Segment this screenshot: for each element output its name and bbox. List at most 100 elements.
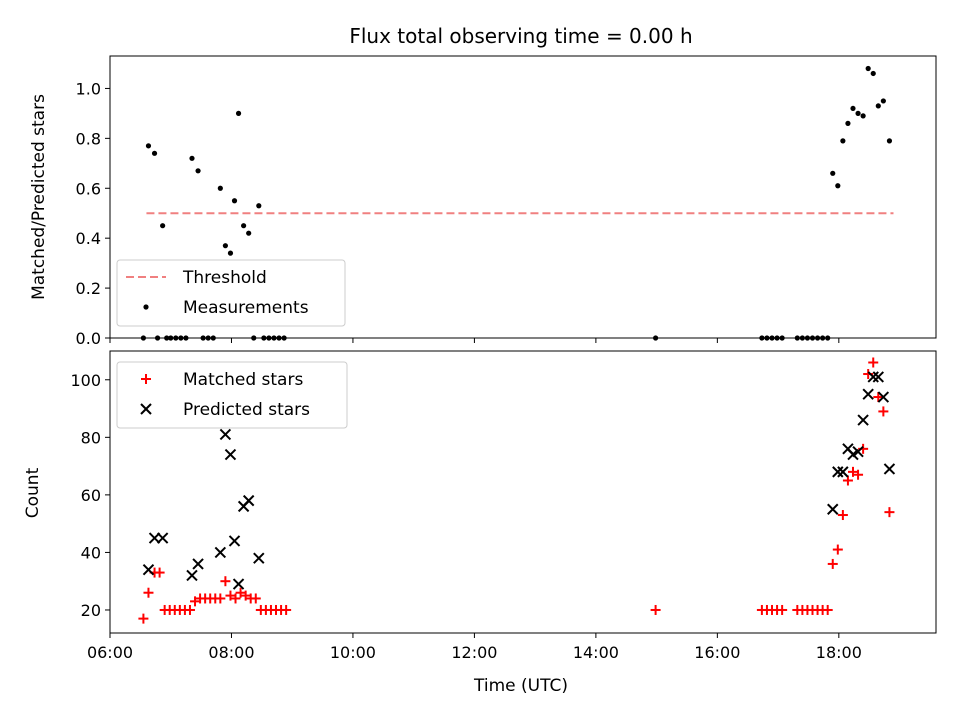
measurement-point bbox=[276, 335, 282, 341]
measurement-point bbox=[231, 198, 238, 204]
measurement-point bbox=[256, 203, 262, 209]
bottom-x-tick-label: 12:00 bbox=[451, 643, 497, 662]
matched-star-point bbox=[190, 596, 201, 607]
measurement-point bbox=[261, 335, 267, 341]
bottom-chart-legend: Matched stars Predicted stars bbox=[116, 361, 348, 429]
predicted-star-point bbox=[857, 414, 869, 426]
measurement-point bbox=[769, 335, 775, 341]
predicted-star-point bbox=[827, 503, 839, 515]
top-legend-box bbox=[116, 259, 346, 327]
matched-star-point bbox=[230, 593, 241, 604]
matched-star-point bbox=[240, 590, 251, 601]
matched-star-point bbox=[154, 567, 165, 578]
legend-predicted-swatch bbox=[140, 403, 152, 415]
matched-star-point bbox=[143, 587, 154, 598]
measurement-point bbox=[173, 335, 179, 341]
measurement-point bbox=[154, 335, 161, 341]
matched-star-point bbox=[868, 357, 879, 368]
matched-star-point bbox=[842, 475, 853, 486]
measurement-point bbox=[835, 183, 841, 189]
predicted-star-point bbox=[148, 532, 161, 544]
legend-matched-swatch bbox=[141, 374, 151, 384]
measurement-point bbox=[160, 223, 166, 229]
matched-star-point bbox=[853, 469, 864, 480]
measurement-point bbox=[200, 335, 206, 341]
bottom-y-tick-label: 60 bbox=[81, 486, 101, 505]
measurement-point bbox=[880, 98, 886, 104]
bottom-y-tick-label: 100 bbox=[70, 371, 101, 390]
measurement-point bbox=[830, 170, 836, 176]
measurement-point bbox=[235, 110, 242, 116]
matched-star-point bbox=[878, 406, 889, 417]
top-chart-y-axis-label: Matched/Predicted stars bbox=[29, 94, 49, 300]
matched-star-point bbox=[281, 604, 292, 615]
measurement-point bbox=[779, 335, 785, 341]
measurement-point bbox=[271, 335, 277, 341]
top-y-tick-label: 0.4 bbox=[76, 229, 101, 248]
measurement-point bbox=[820, 335, 826, 341]
predicted-star-point bbox=[832, 466, 844, 478]
predicted-star-point bbox=[186, 569, 198, 582]
legend-predicted-label: Predicted stars bbox=[183, 400, 310, 420]
matched-star-point bbox=[873, 392, 884, 403]
legend-measurements-label: Measurements bbox=[183, 298, 309, 318]
measurement-point bbox=[183, 335, 189, 341]
top-chart-plot-area: 0.0 0.2 0.4 0.6 0.8 1.0 bbox=[76, 55, 937, 348]
measurement-point bbox=[825, 335, 831, 341]
matched-star-point bbox=[184, 604, 195, 615]
predicted-star-point bbox=[837, 466, 849, 478]
predicted-star-point bbox=[852, 446, 864, 458]
matched-star-point bbox=[822, 604, 833, 615]
measurement-point bbox=[227, 250, 234, 256]
measurement-point bbox=[845, 120, 851, 126]
matched-star-point bbox=[884, 507, 895, 518]
top-chart-title: Flux total observing time = 0.00 h bbox=[349, 24, 692, 48]
measurement-point bbox=[875, 103, 881, 109]
measurement-point bbox=[178, 335, 184, 341]
bottom-x-tick-label: 06:00 bbox=[87, 643, 133, 662]
matched-star-point bbox=[847, 466, 858, 477]
measurement-point bbox=[140, 335, 147, 341]
predicted-star-point bbox=[867, 371, 879, 383]
measurement-point bbox=[205, 335, 211, 341]
predicted-star-point bbox=[224, 448, 237, 461]
measurement-point bbox=[189, 155, 195, 161]
bottom-x-tick-label: 16:00 bbox=[694, 643, 740, 662]
bottom-x-tick-label: 10:00 bbox=[330, 643, 376, 662]
predicted-star-point bbox=[156, 532, 169, 544]
top-y-tick-label: 0.6 bbox=[76, 179, 101, 198]
measurement-point bbox=[850, 105, 856, 112]
predicted-star-point bbox=[192, 558, 204, 570]
predicted-star-point bbox=[214, 546, 227, 559]
legend-measurements-swatch bbox=[143, 304, 149, 310]
top-y-tick-label: 0.8 bbox=[76, 129, 101, 148]
predicted-star-point bbox=[253, 552, 265, 564]
legend-threshold-label: Threshold bbox=[182, 268, 267, 288]
predicted-star-point bbox=[883, 463, 896, 475]
predicted-star-point bbox=[219, 428, 232, 441]
measurement-point bbox=[814, 335, 821, 341]
measurement-point bbox=[759, 335, 765, 341]
bottom-x-tick-label: 08:00 bbox=[208, 643, 254, 662]
matched-star-point bbox=[220, 576, 231, 587]
matched-star-point bbox=[827, 558, 838, 569]
matched-star-point bbox=[777, 604, 788, 615]
measurement-point bbox=[865, 65, 871, 72]
matched-star-point bbox=[138, 613, 149, 624]
matched-star-point bbox=[235, 587, 246, 598]
measurement-point bbox=[653, 335, 659, 341]
predicted-star-point bbox=[232, 578, 245, 590]
measurement-point bbox=[809, 335, 816, 341]
top-y-tick-label: 1.0 bbox=[76, 79, 101, 98]
measurement-point bbox=[195, 168, 201, 174]
top-chart-legend: Threshold Measurements bbox=[116, 259, 346, 327]
measurement-point bbox=[886, 138, 893, 144]
predicted-star-point bbox=[872, 371, 885, 383]
measurement-point bbox=[168, 335, 174, 341]
predicted-star-point bbox=[142, 563, 155, 576]
matched-star-point bbox=[225, 590, 236, 601]
measurement-point bbox=[164, 335, 170, 341]
measurement-point bbox=[794, 335, 800, 341]
